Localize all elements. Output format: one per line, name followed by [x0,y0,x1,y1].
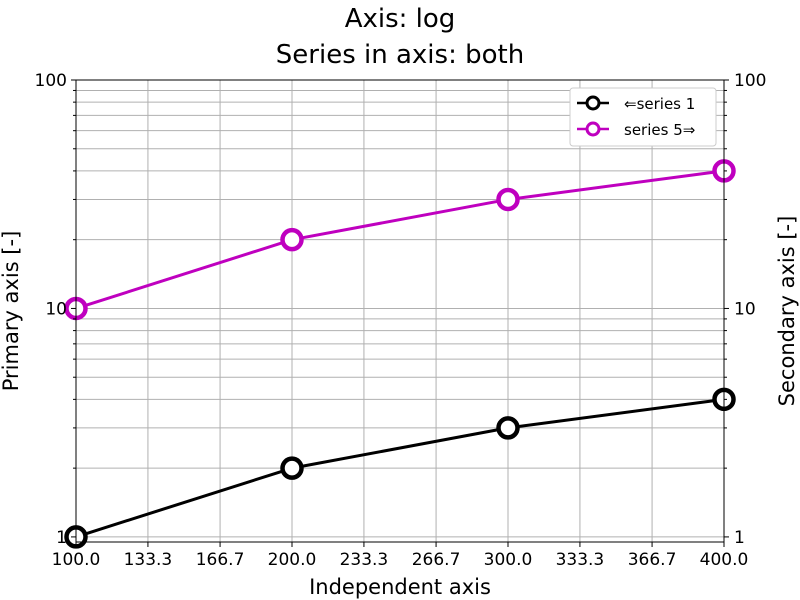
x-axis-label: Independent axis [309,575,491,599]
series-2-point [496,187,520,212]
series-layer [64,159,736,549]
series-1-point [280,456,304,480]
legend-marker-series-2 [585,121,601,137]
y2-axis-ticks: 1 10 100 [724,71,766,548]
legend-marker-series-1 [585,95,601,111]
x-tick-label: 400.0 [700,550,749,570]
legend-label-series-2: series 5⇒ [624,121,695,139]
y2-tick-label: 1 [734,528,745,548]
y-tick-label: 10 [45,299,67,319]
legend: ⇐series 1 series 5⇒ [569,87,717,147]
y2-tick-label: 10 [734,299,756,319]
x-tick-label: 366.7 [628,550,677,570]
series-line-1 [75,397,725,539]
x-tick-label: 333.3 [556,550,605,570]
y2-tick-label: 100 [734,71,766,91]
series-line-2 [75,169,725,310]
y-axis-label: Primary axis [-] [0,231,23,392]
y2-axis-label: Secondary axis [-] [775,216,799,407]
x-tick-label: 133.3 [124,550,173,570]
x-axis-ticks: 100.0 133.3 166.7 200.0 233.3 266.7 300.0 333.3… [52,542,749,570]
y-tick-label: 1 [56,528,67,548]
x-tick-label: 200.0 [268,550,317,570]
series-1-point [496,416,520,440]
y-axis-ticks: 1 10 100 [35,71,76,548]
chart-title-line-2: Series in axis: both [276,40,524,70]
plot-frame [75,79,725,543]
x-tick-label: 100.0 [52,550,101,570]
chart-title-line-1: Axis: log [345,4,456,34]
y-tick-label: 100 [35,71,67,91]
legend-label-series-1: ⇐series 1 [624,95,695,113]
x-tick-label: 266.7 [412,550,461,570]
series-2-point [280,227,304,252]
x-tick-label: 166.7 [196,550,245,570]
x-tick-label: 233.3 [340,550,389,570]
x-tick-label: 300.0 [484,550,533,570]
